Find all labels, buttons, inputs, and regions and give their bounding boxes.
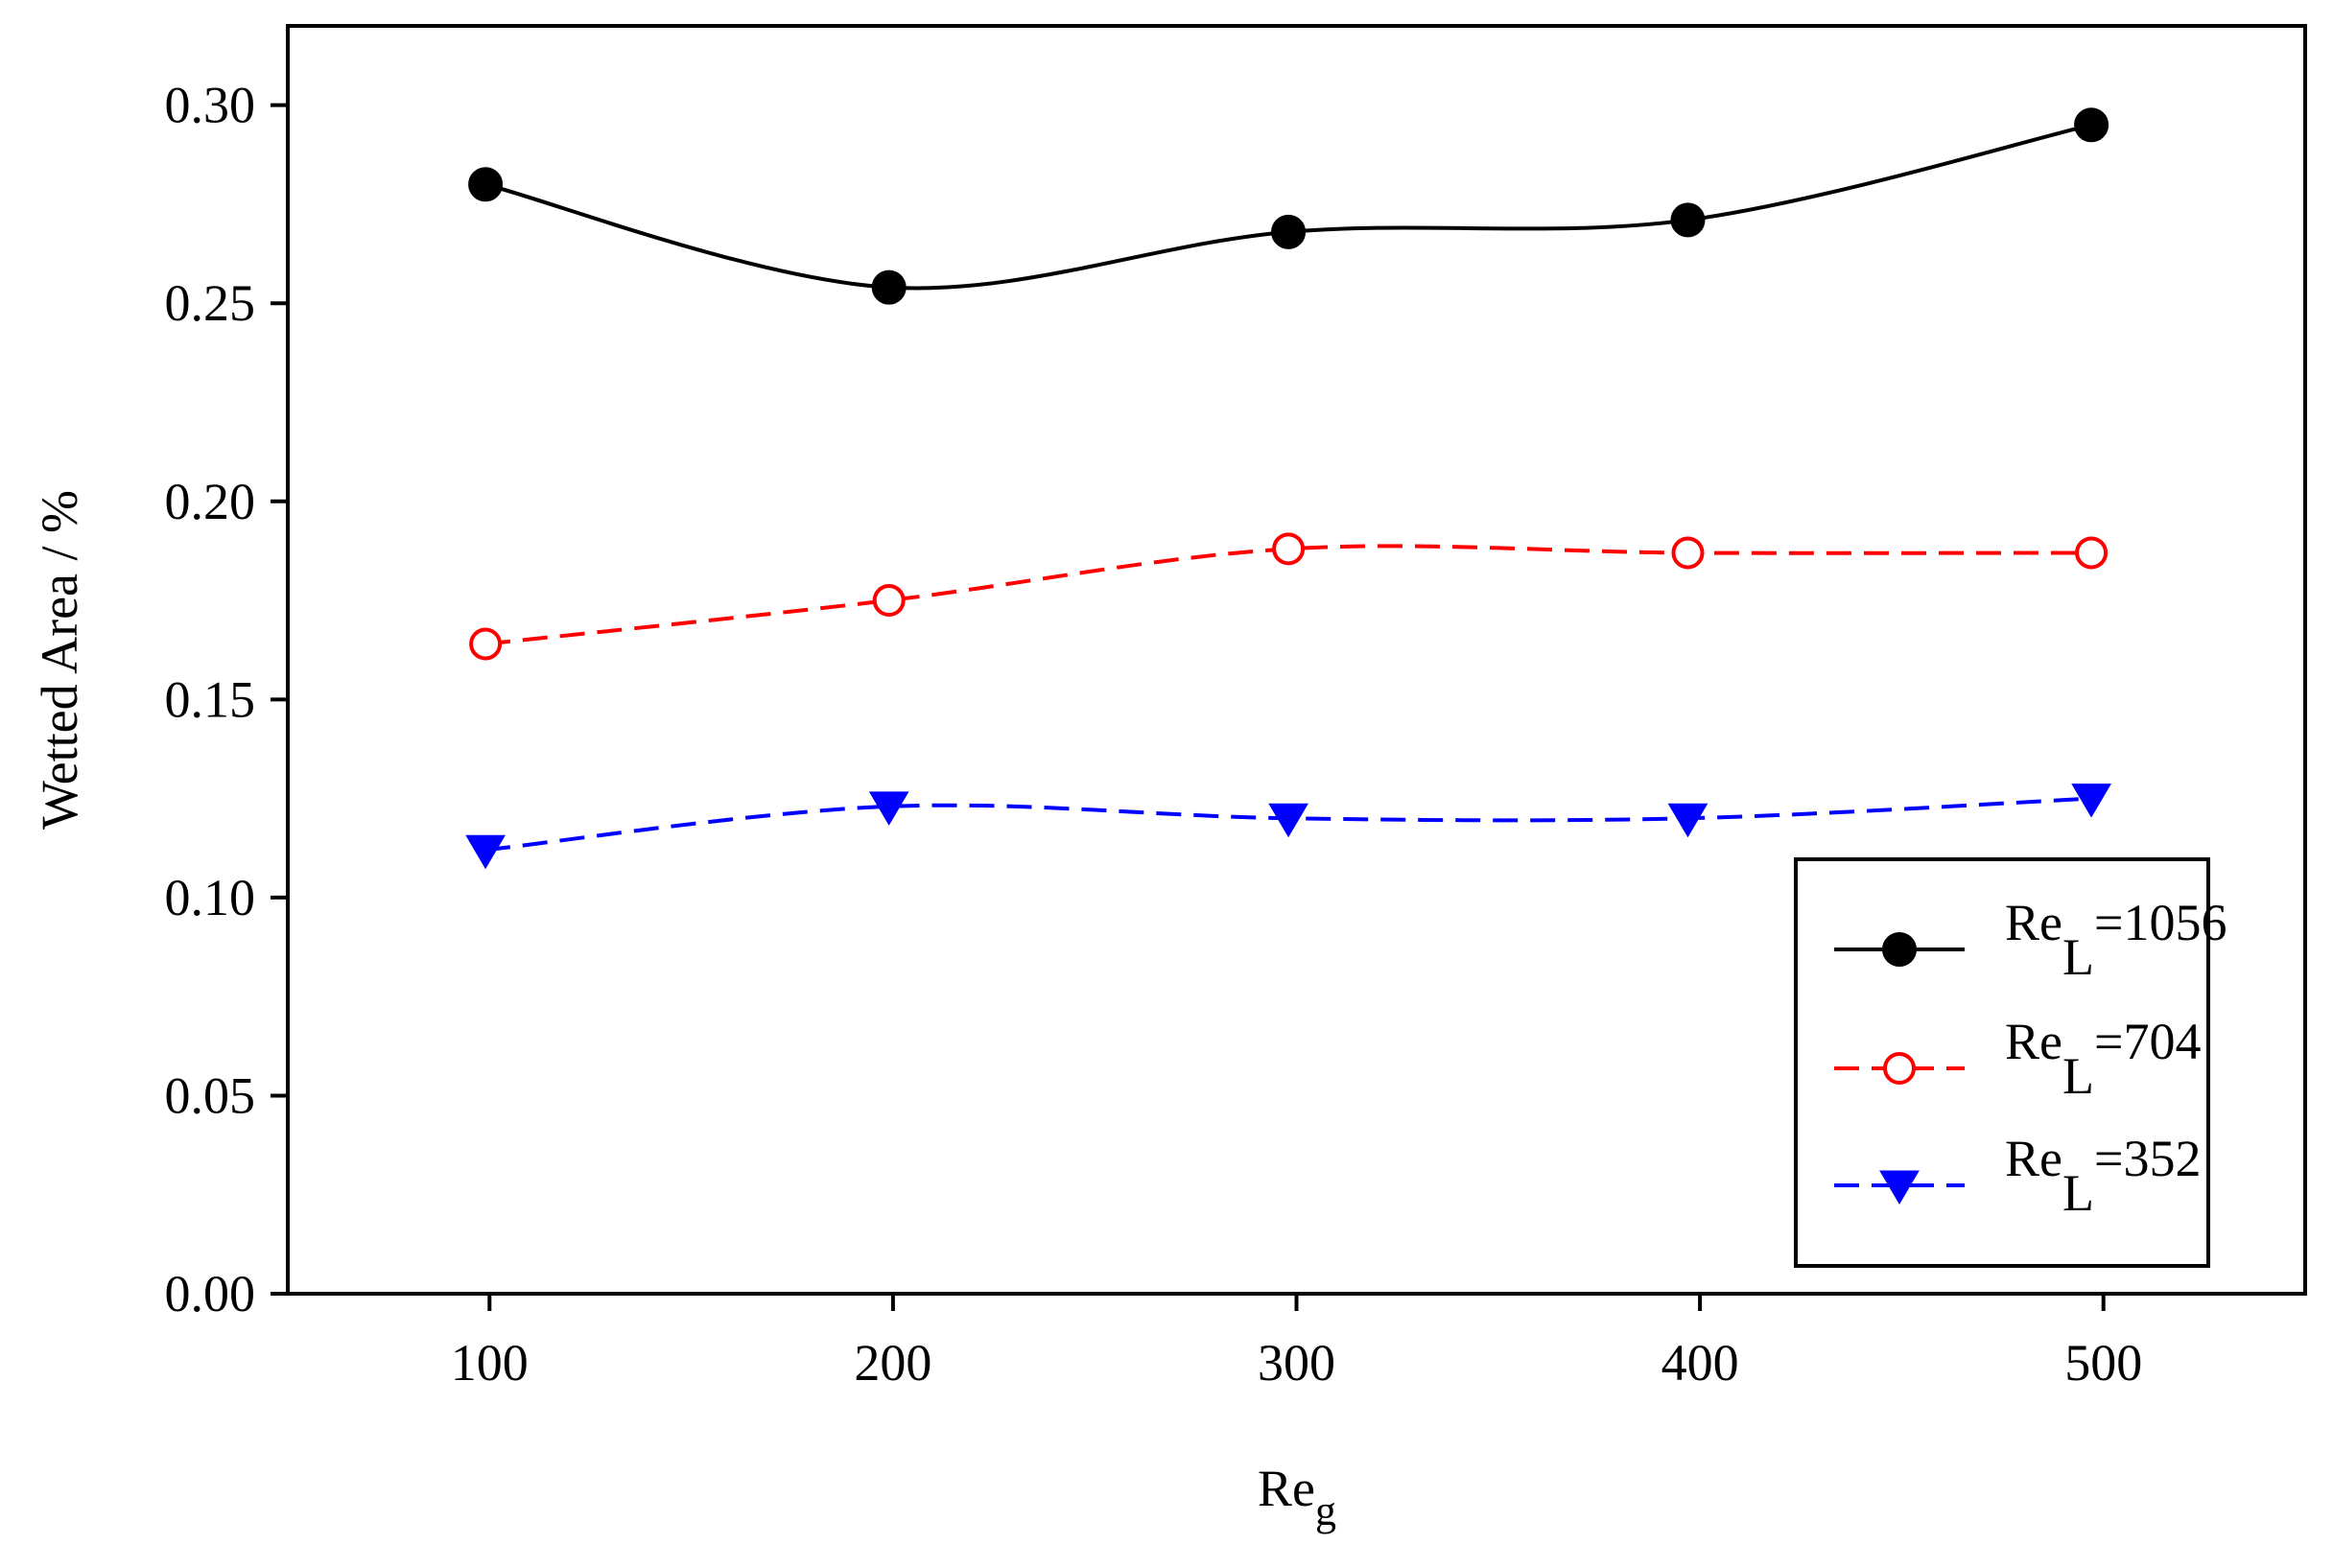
data-point xyxy=(468,167,504,202)
x-tick-label: 300 xyxy=(1258,1334,1335,1392)
data-point xyxy=(868,791,909,826)
legend-marker xyxy=(1879,1170,1920,1205)
data-point xyxy=(1670,202,1706,238)
data-point xyxy=(2071,784,2111,818)
legend: ReL=1056 ReL=704 ReL=352 xyxy=(1794,857,2227,1268)
data-point xyxy=(469,627,503,661)
series-2 xyxy=(465,784,2111,870)
data-point xyxy=(1268,803,1308,838)
y-tick-label: 0.20 xyxy=(165,473,256,530)
data-point xyxy=(2075,536,2109,570)
y-axis-title: Wetted Area / % xyxy=(31,490,88,830)
legend-entry-0: ReL=1056 xyxy=(1834,894,2227,986)
data-point xyxy=(465,834,506,870)
y-tick-label: 0.15 xyxy=(165,670,256,728)
legend-label: ReL=1056 xyxy=(2005,894,2227,986)
y-tick-label: 0.25 xyxy=(165,274,256,332)
y-tick-label: 0.30 xyxy=(165,77,256,134)
series-line xyxy=(484,123,2092,291)
data-point xyxy=(1667,803,1709,838)
y-tick-label: 0.10 xyxy=(165,869,256,926)
x-tick-label: 200 xyxy=(854,1334,931,1392)
legend-entry-1: ReL=704 xyxy=(1834,1013,2201,1105)
series-layer xyxy=(465,107,2111,870)
data-point xyxy=(1271,214,1307,249)
legend-label: ReL=352 xyxy=(2005,1130,2201,1222)
series-0 xyxy=(468,107,2109,305)
x-axis-title-main: Re xyxy=(1258,1460,1315,1517)
axes-layer: 0.00 0.05 0.10 0.15 0.20 0.25 0.30 100 200 300 400… xyxy=(165,77,2143,1392)
data-point xyxy=(2074,107,2109,143)
x-tick-label: 500 xyxy=(2064,1334,2142,1392)
legend-label: ReL=704 xyxy=(2005,1013,2201,1105)
x-axis-title-sub: g xyxy=(1315,1487,1336,1534)
legend-marker xyxy=(1883,1052,1916,1085)
data-point xyxy=(872,584,906,618)
y-tick-label: 0.05 xyxy=(165,1066,256,1124)
legend-entry-2: ReL=352 xyxy=(1834,1130,2201,1222)
x-tick-label: 100 xyxy=(451,1334,529,1392)
x-tick-label: 400 xyxy=(1661,1334,1739,1392)
data-point xyxy=(1671,536,1705,570)
data-point xyxy=(1272,532,1306,566)
legend-box xyxy=(1794,857,2210,1268)
legend-marker xyxy=(1882,932,1917,967)
x-axis-title: Reg xyxy=(1258,1460,1336,1534)
series-1 xyxy=(469,532,2109,661)
y-tick-label: 0.00 xyxy=(165,1265,256,1322)
data-point xyxy=(871,269,907,305)
